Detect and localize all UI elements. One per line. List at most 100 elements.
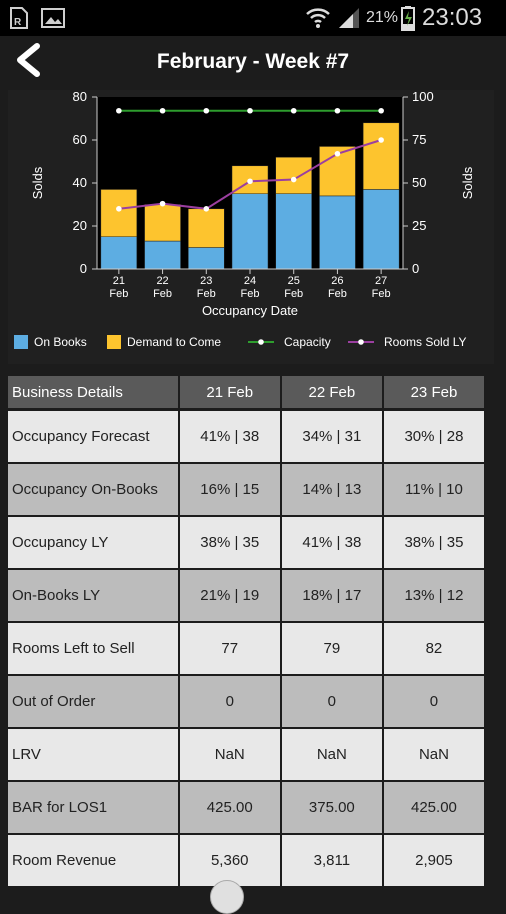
back-button[interactable] — [8, 42, 48, 82]
bar-demand-to-come — [144, 204, 181, 242]
y-tick-label-left: 40 — [73, 175, 87, 190]
row-label: On-Books LY — [8, 570, 178, 623]
row-label: BAR for LOS1 — [8, 782, 178, 835]
table-cell: 0 — [281, 676, 382, 729]
table-cell: 425.00 — [179, 782, 280, 835]
column-header: 23 Feb — [383, 376, 484, 411]
row-label: Occupancy Forecast — [8, 411, 178, 464]
table-row: Room Revenue 5,360 3,811 2,905 — [8, 835, 484, 888]
y-tick-label-left: 0 — [80, 261, 87, 276]
scroll-handle[interactable] — [210, 880, 244, 914]
x-tick-label: 25 — [288, 275, 300, 287]
bar-on-books — [319, 195, 356, 270]
status-bar: R 21% 23:03 — [0, 0, 506, 36]
table-cell: 77 — [179, 623, 280, 676]
table-cell: 82 — [383, 623, 484, 676]
table-cell: NaN — [281, 729, 382, 782]
x-tick-label: 22 — [156, 275, 168, 287]
rooms-sold-ly-point — [290, 176, 297, 183]
table-cell: 0 — [383, 676, 484, 729]
table-cell: 21% | 19 — [179, 570, 280, 623]
clock: 23:03 — [422, 4, 483, 31]
legend-swatch-point — [358, 339, 364, 345]
back-arrow-icon — [13, 42, 43, 82]
x-tick-label: 24 — [244, 275, 256, 287]
table-cell: 13% | 12 — [383, 570, 484, 623]
capacity-point — [203, 107, 210, 114]
table-row: Rooms Left to Sell 77 79 82 — [8, 623, 484, 676]
table-row: Occupancy Forecast 41% | 38 34% | 31 30%… — [8, 411, 484, 464]
legend-swatch-point — [258, 339, 264, 345]
table-cell: 38% | 35 — [179, 517, 280, 570]
row-label: Room Revenue — [8, 835, 178, 888]
rooms-sold-ly-point — [116, 206, 122, 212]
x-tick-label: Feb — [328, 288, 347, 300]
business-details-table[interactable]: Business Details 21 Feb 22 Feb 23 Feb Oc… — [8, 376, 486, 900]
table-cell: 5,360 — [179, 835, 280, 888]
header-business-details: Business Details — [8, 376, 178, 411]
table-cell: 34% | 31 — [281, 411, 382, 464]
table-row: BAR for LOS1 425.00 375.00 425.00 — [8, 782, 484, 835]
signal-icon — [337, 0, 363, 36]
legend-label: On Books — [34, 335, 87, 349]
capacity-point — [290, 107, 297, 114]
capacity-point — [116, 107, 122, 114]
legend-label: Capacity — [284, 335, 331, 349]
table-cell: 79 — [281, 623, 382, 676]
svg-text:R: R — [14, 17, 22, 28]
bar-on-books — [231, 193, 269, 270]
x-tick-label: Feb — [241, 288, 260, 300]
x-tick-label: 26 — [331, 275, 343, 287]
page-title: February - Week #7 — [156, 50, 350, 73]
occupancy-chart: 020406080025507510021Feb22Feb23Feb24Feb2… — [14, 89, 475, 349]
table-cell: 375.00 — [281, 782, 382, 835]
y-tick-label-right: 0 — [412, 261, 419, 276]
bar-demand-to-come — [362, 122, 400, 190]
y-tick-label-right: 75 — [412, 132, 426, 147]
y-tick-label-left: 20 — [73, 218, 87, 233]
capacity-point — [334, 107, 341, 114]
x-tick-label: Feb — [284, 288, 303, 300]
bar-on-books — [144, 240, 181, 270]
legend-swatch — [14, 335, 28, 349]
y-axis-title-left: Solds — [30, 166, 45, 199]
table-cell: 16% | 15 — [179, 464, 280, 517]
x-tick-label: 23 — [200, 275, 212, 287]
row-label: LRV — [8, 729, 178, 782]
app-bar: February - Week #7 — [0, 36, 506, 90]
bar-demand-to-come — [275, 156, 312, 194]
table-row: Occupancy LY 38% | 35 41% | 38 38% | 35 — [8, 517, 484, 570]
x-tick-label: Feb — [197, 288, 216, 300]
chart-panel: 0 20 40 60 80 0 25 50 75 100 21 Feb 22 Feb 23 Feb 24 Feb 2… — [8, 89, 494, 364]
table-cell: 41% | 38 — [281, 517, 382, 570]
y-axis-title-right: Solds — [460, 166, 475, 199]
bar-demand-to-come — [188, 208, 225, 248]
rooms-sold-ly-point — [159, 200, 166, 207]
table-cell: 14% | 13 — [281, 464, 382, 517]
table-cell: 0 — [179, 676, 280, 729]
table-row: Out of Order 0 0 0 — [8, 676, 484, 729]
table-cell: NaN — [179, 729, 280, 782]
table-row: On-Books LY 21% | 19 18% | 17 13% | 12 — [8, 570, 484, 623]
row-label: Occupancy LY — [8, 517, 178, 570]
legend-label: Rooms Sold LY — [384, 335, 466, 349]
table-cell: 2,905 — [383, 835, 484, 888]
table-cell: 30% | 28 — [383, 411, 484, 464]
x-tick-label: 27 — [375, 275, 387, 287]
battery-percentage: 21% — [366, 9, 399, 26]
y-tick-label-right: 100 — [412, 90, 434, 104]
capacity-point — [159, 107, 166, 114]
bar-on-books — [100, 236, 138, 270]
row-label: Rooms Left to Sell — [8, 623, 178, 676]
capacity-point — [378, 107, 384, 114]
row-label: Occupancy On-Books — [8, 464, 178, 517]
table-cell: 38% | 35 — [383, 517, 484, 570]
column-header: 21 Feb — [179, 376, 280, 411]
y-tick-label-right: 25 — [412, 218, 426, 233]
x-tick-label: Feb — [153, 288, 172, 300]
table-row: LRV NaN NaN NaN — [8, 729, 484, 782]
y-tick-label-left: 60 — [73, 132, 87, 147]
x-axis-title: Occupancy Date — [202, 303, 298, 318]
rooms-sold-ly-point — [378, 137, 384, 143]
y-tick-label-left: 80 — [73, 90, 87, 104]
